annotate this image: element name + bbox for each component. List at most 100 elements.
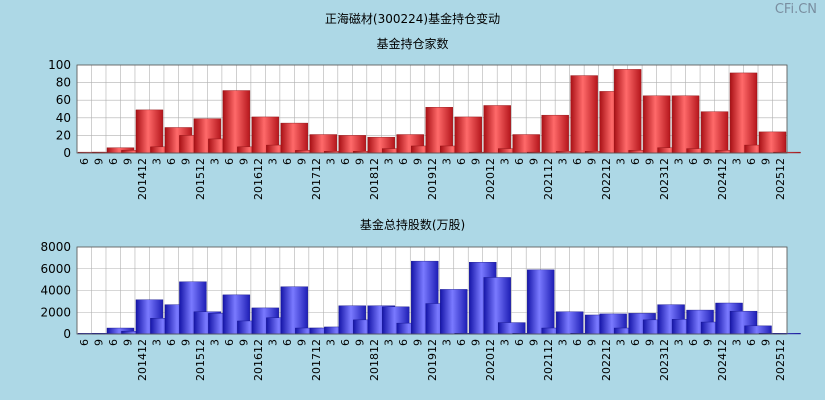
chart2-bar [526, 269, 555, 335]
chart1-xtick-label: 202512 [774, 158, 787, 200]
chart1-xtick-label: 6 [223, 158, 236, 165]
chart1-xtick-label: 202412 [716, 158, 729, 200]
chart1-xtick-label: 9 [412, 158, 425, 165]
chart2-xtick-label: 201412 [136, 339, 149, 381]
chart1-bar [700, 111, 729, 154]
chart1-xtick-label: 3 [440, 158, 453, 165]
chart2-xtick-label: 9 [354, 339, 367, 346]
chart2-xtick-label: 9 [93, 339, 106, 346]
chart2-xtick-label: 9 [527, 339, 540, 346]
chart2-bar [498, 322, 526, 335]
chart2-bar [280, 286, 309, 335]
chart1-xtick-label: 201612 [252, 158, 265, 200]
chart1-bar [541, 114, 569, 154]
chart1-bar [570, 75, 598, 154]
chart1-xtick-label: 9 [643, 158, 656, 165]
chart2-xtick-label: 202212 [600, 339, 613, 381]
chart1-bar [671, 95, 700, 154]
chart1-xtick-label: 6 [107, 158, 120, 165]
chart2-xtick-label: 3 [730, 339, 743, 346]
chart1-title: 基金持仓家数 [376, 37, 449, 51]
chart2-xtick-label: 6 [455, 339, 468, 346]
chart1-xtick-label: 202012 [484, 158, 497, 200]
chart1-xtick-label: 3 [383, 158, 396, 165]
chart2-xtick-label: 201612 [252, 339, 265, 381]
chart2-xtick-label: 6 [339, 339, 352, 346]
chart2-xtick-label: 3 [209, 339, 222, 346]
chart2-xtick-label: 6 [513, 339, 526, 346]
chart1-ytick-label: 80 [56, 76, 71, 90]
chart2-xtick-label: 3 [672, 339, 685, 346]
chart1-xtick-label: 6 [687, 158, 700, 165]
chart1-xtick-label: 9 [354, 158, 367, 165]
chart2-xtick-label: 3 [383, 339, 396, 346]
chart1-bar [642, 95, 671, 154]
chart2-xtick-label: 9 [122, 339, 135, 346]
chart2-xtick-label: 202012 [484, 339, 497, 381]
chart1-ytick-label: 100 [48, 58, 71, 72]
chart1-xtick-label: 3 [672, 158, 685, 165]
chart1-bar [613, 69, 642, 154]
chart2-xtick-label: 3 [498, 339, 511, 346]
chart2-xtick-label: 202312 [658, 339, 671, 381]
chart2-ytick-label: 2000 [40, 305, 71, 319]
chart2-xtick-label: 9 [585, 339, 598, 346]
chart2-ytick-label: 4000 [40, 284, 71, 298]
chart1-ytick-label: 0 [63, 146, 71, 160]
chart1-bar [454, 116, 482, 154]
chart1-xtick-label: 6 [397, 158, 410, 165]
chart2-xtick-label: 201712 [310, 339, 323, 381]
chart2-xtick-label: 6 [107, 339, 120, 346]
chart1-bar [758, 131, 787, 154]
chart2-xtick-label: 201812 [368, 339, 381, 381]
chart1-bar [222, 90, 251, 154]
chart2-xtick-label: 6 [223, 339, 236, 346]
chart2-xtick-label: 6 [745, 339, 758, 346]
watermark: CFi.CN [774, 2, 817, 17]
chart2-xtick-label: 9 [238, 339, 251, 346]
chart1-xtick-label: 201912 [426, 158, 439, 200]
chart1-xtick-label: 202212 [600, 158, 613, 200]
chart1-xtick-label: 6 [281, 158, 294, 165]
chart1-xtick-label: 201412 [136, 158, 149, 200]
chart2-xtick-label: 9 [412, 339, 425, 346]
chart1-xtick-label: 3 [556, 158, 569, 165]
chart2-xtick-label: 6 [397, 339, 410, 346]
chart2-xtick-label: 6 [78, 339, 91, 346]
chart1-bar [483, 105, 511, 154]
chart1-xtick-label: 9 [122, 158, 135, 165]
chart1-bar [425, 107, 453, 154]
chart1-xtick-label: 6 [629, 158, 642, 165]
chart1-xtick-label: 6 [745, 158, 758, 165]
chart2-xtick-label: 3 [556, 339, 569, 346]
chart2-xtick-label: 3 [440, 339, 453, 346]
chart1-xtick-label: 6 [513, 158, 526, 165]
chart2-xtick-label: 201512 [194, 339, 207, 381]
chart1-xtick-label: 9 [585, 158, 598, 165]
chart1-xtick-label: 6 [571, 158, 584, 165]
chart1-xtick-label: 9 [238, 158, 251, 165]
chart1-xtick-label: 201812 [368, 158, 381, 200]
chart1-xtick-label: 6 [165, 158, 178, 165]
chart2-xtick-label: 202112 [542, 339, 555, 381]
chart2-xtick-label: 3 [325, 339, 338, 346]
chart2-xtick-label: 9 [643, 339, 656, 346]
chart2-xtick-label: 9 [701, 339, 714, 346]
chart1-bar [309, 134, 338, 154]
chart1-xtick-label: 9 [296, 158, 309, 165]
chart1-xtick-label: 6 [78, 158, 91, 165]
chart2-ytick-label: 6000 [40, 262, 71, 276]
chart1-bar [135, 109, 164, 154]
chart1-xtick-label: 202312 [658, 158, 671, 200]
chart2-ytick-label: 0 [63, 327, 71, 341]
chart2-xtick-label: 6 [687, 339, 700, 346]
chart1-xtick-label: 201512 [194, 158, 207, 200]
chart1-xtick-label: 3 [209, 158, 222, 165]
chart2-xtick-label: 6 [281, 339, 294, 346]
chart2-xtick-label: 202512 [774, 339, 787, 381]
chart1-xtick-label: 3 [498, 158, 511, 165]
chart2-xtick-label: 3 [614, 339, 627, 346]
chart1-ytick-label: 20 [56, 128, 71, 142]
chart1-xtick-label: 9 [759, 158, 772, 165]
